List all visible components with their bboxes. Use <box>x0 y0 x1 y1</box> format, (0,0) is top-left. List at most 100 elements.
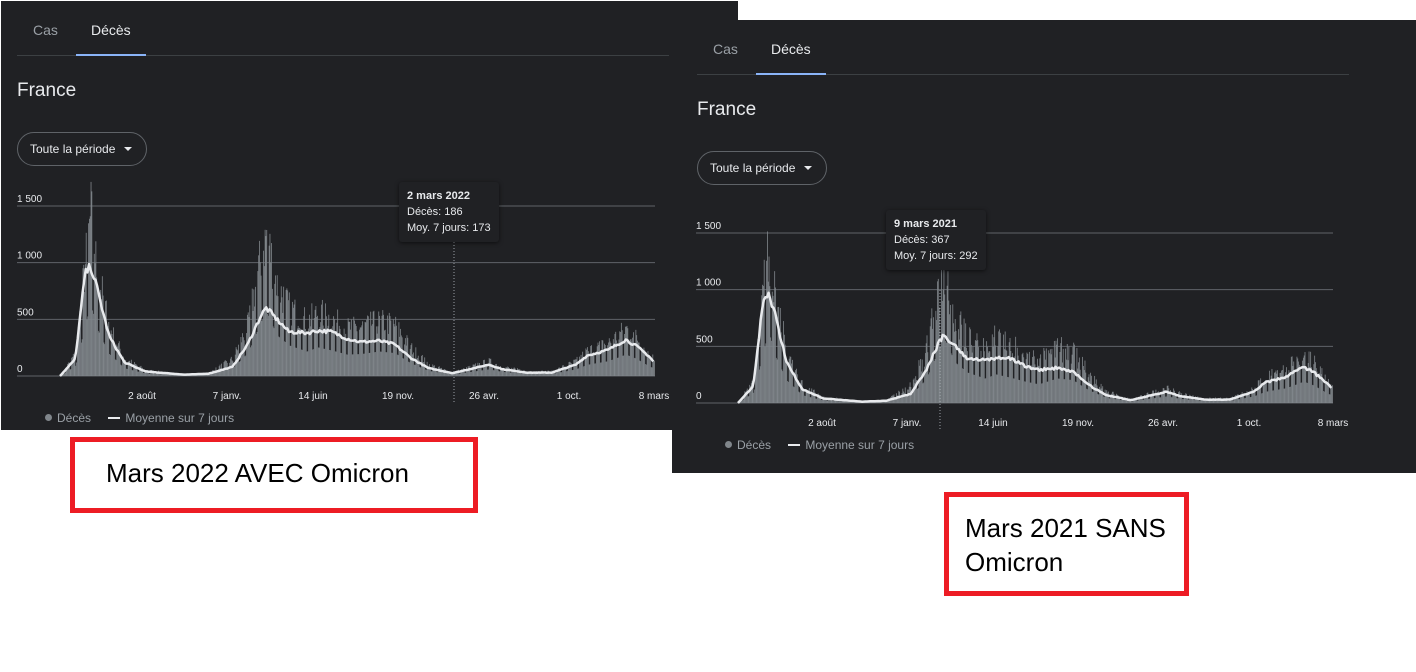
tab-deces[interactable]: Décès <box>756 20 826 75</box>
deces-bar <box>971 352 973 403</box>
deces-bar <box>502 368 504 376</box>
deces-bar <box>141 368 143 376</box>
deces-bar <box>781 369 783 403</box>
deces-bar <box>288 300 289 376</box>
deces-bar <box>748 396 750 403</box>
deces-bar <box>901 393 903 403</box>
deces-bar <box>543 373 545 376</box>
deces-bar <box>1148 398 1150 403</box>
deces-bar <box>988 351 990 403</box>
deces-bar <box>632 337 634 376</box>
deces-bar <box>98 332 100 376</box>
deces-bar <box>438 366 439 376</box>
deces-bar <box>345 333 347 376</box>
deces-bar <box>933 360 935 403</box>
deces-bar <box>633 332 634 376</box>
deces-bar <box>487 369 488 376</box>
deaths-chart[interactable]: 0 500 1 000 1 500 2 août 7 janv. 14 juin 19 nov… <box>1 1 738 430</box>
deces-bar <box>1106 390 1108 403</box>
deces-bar <box>522 371 524 376</box>
deces-bar <box>1267 391 1269 403</box>
tab-cas[interactable]: Cas <box>33 22 58 38</box>
deces-bar <box>216 372 218 376</box>
deces-bar <box>775 287 776 403</box>
deces-bar <box>746 390 747 403</box>
deces-bar <box>81 339 83 376</box>
deces-bar <box>883 401 885 403</box>
deces-bar <box>287 290 289 376</box>
deces-bar <box>1231 397 1233 403</box>
deces-bar <box>554 370 555 376</box>
deces-bar <box>1149 394 1151 403</box>
deces-bar <box>508 367 509 376</box>
deces-bar <box>492 370 494 376</box>
deces-bar <box>999 332 1001 403</box>
deces-bar <box>960 311 962 403</box>
deces-bar <box>923 382 925 403</box>
deces-bar <box>1144 394 1146 403</box>
deces-bar <box>260 275 262 376</box>
deces-bar <box>573 359 575 376</box>
deces-bar <box>394 326 396 376</box>
deces-bar <box>1145 395 1146 403</box>
deces-bar <box>1008 377 1009 403</box>
deces-bar <box>285 290 287 376</box>
deces-bar <box>464 372 466 376</box>
deces-bar <box>353 316 355 376</box>
deces-bar <box>825 398 826 403</box>
deces-bar <box>567 366 569 376</box>
deces-bar <box>421 355 422 376</box>
deces-bar <box>114 359 116 376</box>
deces-bar <box>119 348 121 376</box>
deces-bar <box>1138 398 1140 403</box>
deces-bar <box>1043 347 1045 403</box>
deces-bar <box>560 372 562 376</box>
deces-bar <box>1315 368 1317 403</box>
deces-bar <box>637 340 638 376</box>
deces-bar <box>66 367 68 376</box>
deces-bar <box>1298 364 1300 403</box>
deces-bar <box>945 341 946 403</box>
deces-bar <box>446 371 448 376</box>
deces-bar <box>401 337 403 376</box>
deces-bar <box>417 357 418 376</box>
deces-bar <box>482 370 484 376</box>
deces-bar <box>1190 395 1191 403</box>
deces-bar <box>320 322 322 376</box>
deces-bar <box>755 359 757 403</box>
deces-bar <box>1110 394 1112 403</box>
deces-bar <box>1255 395 1257 403</box>
deces-bar <box>953 323 954 403</box>
tab-deces[interactable]: Décès <box>76 1 146 56</box>
deces-bar <box>372 311 374 376</box>
deces-bar <box>93 313 94 376</box>
deces-bar <box>333 316 335 376</box>
deces-bar <box>332 326 334 376</box>
deces-bar <box>87 316 89 376</box>
deces-bar <box>783 334 785 403</box>
deces-bar <box>1290 386 1291 403</box>
deces-bar <box>491 363 492 376</box>
deces-bar <box>855 401 857 403</box>
deces-bar <box>634 358 636 376</box>
deces-bar <box>309 314 310 376</box>
deces-bar <box>1147 392 1149 403</box>
deces-bar <box>501 368 503 376</box>
deces-bar <box>591 345 592 376</box>
deces-bar <box>227 369 229 376</box>
period-dropdown[interactable]: Toute la période <box>17 132 147 166</box>
deces-bar <box>310 319 312 376</box>
deces-bar <box>911 394 913 403</box>
deces-bar <box>1308 351 1310 403</box>
deces-bar <box>1186 395 1188 403</box>
deces-bar <box>371 325 372 376</box>
deces-bar <box>1093 384 1095 403</box>
deaths-chart[interactable]: 0 500 1 000 1 500 2 août 7 janv. 14 juin 19 nov… <box>672 20 1416 473</box>
period-dropdown[interactable]: Toute la période <box>697 151 827 185</box>
deces-bar <box>1309 366 1311 403</box>
deces-bar <box>974 374 975 403</box>
tab-cas[interactable]: Cas <box>713 41 738 57</box>
deces-bar <box>762 284 763 403</box>
deces-bar <box>978 347 979 403</box>
deces-bar <box>1317 387 1319 403</box>
